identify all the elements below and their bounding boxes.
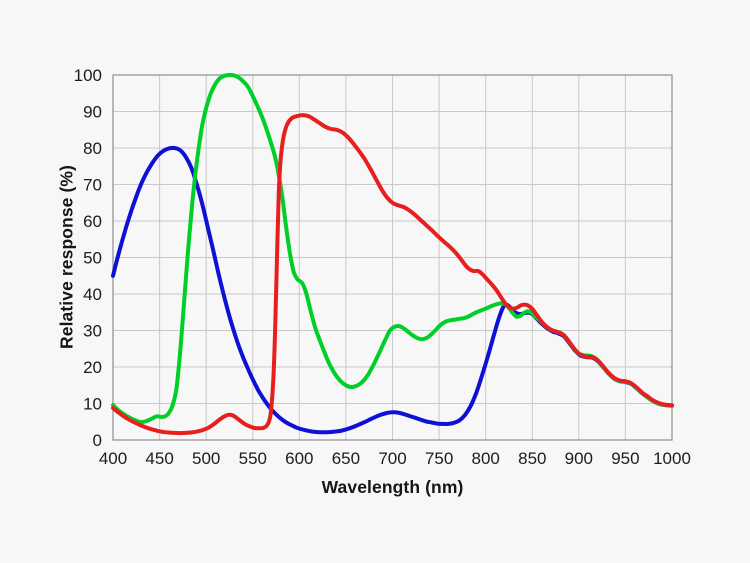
plot-border bbox=[112, 74, 673, 441]
y-tick-label: 60 bbox=[83, 212, 102, 231]
x-tick-label: 600 bbox=[285, 449, 313, 468]
x-tick-label: 650 bbox=[332, 449, 360, 468]
y-tick-label: 30 bbox=[83, 322, 102, 341]
x-tick-label: 550 bbox=[239, 449, 267, 468]
x-tick-label: 900 bbox=[565, 449, 593, 468]
x-tick-label: 700 bbox=[378, 449, 406, 468]
x-tick-label: 850 bbox=[518, 449, 546, 468]
x-axis-title: Wavelength (nm) bbox=[321, 477, 464, 497]
y-tick-label: 40 bbox=[83, 285, 102, 304]
x-tick-label: 1000 bbox=[653, 449, 691, 468]
x-tick-label: 950 bbox=[611, 449, 639, 468]
y-tick-label: 80 bbox=[83, 139, 102, 158]
y-tick-label: 70 bbox=[83, 176, 102, 195]
x-tick-label: 400 bbox=[99, 449, 127, 468]
x-tick-label: 800 bbox=[472, 449, 500, 468]
y-axis-title: Relative response (%) bbox=[56, 165, 77, 349]
y-tick-label: 90 bbox=[83, 103, 102, 122]
series-red-channel bbox=[111, 113, 674, 436]
y-tick-label: 0 bbox=[93, 431, 102, 450]
x-tick-label: 500 bbox=[192, 449, 220, 468]
y-tick-label: 50 bbox=[83, 249, 102, 268]
x-tick-label: 450 bbox=[145, 449, 173, 468]
x-tick-label: 750 bbox=[425, 449, 453, 468]
y-tick-label: 20 bbox=[83, 358, 102, 377]
y-tick-label: 10 bbox=[83, 395, 102, 414]
y-tick-label: 100 bbox=[74, 66, 102, 85]
